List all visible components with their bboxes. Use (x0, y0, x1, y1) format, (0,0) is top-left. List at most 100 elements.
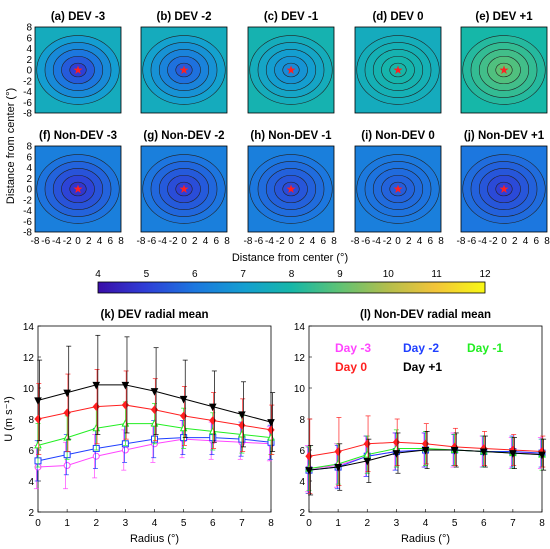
x-tick-label: -6 (147, 236, 156, 247)
x-tick-label: 2 (192, 236, 198, 247)
panel-frame (247, 26, 335, 114)
panel-title: (i) Non-DEV 0 (361, 130, 434, 142)
colorbar-tick-label: 9 (337, 269, 343, 280)
x-tick-label: -4 (265, 236, 274, 247)
data-point (392, 450, 401, 458)
x-tick-label: -8 (244, 236, 253, 247)
panel-title: (f) Non-DEV -3 (39, 130, 117, 142)
panel-frame (34, 26, 122, 114)
contour-level (282, 181, 300, 197)
panel-frame (460, 26, 548, 114)
contour-panel-10: (j) Non-DEV +1 ★ -8 -6 -4 -2 0 2 4 6 8 (457, 130, 550, 247)
center-star-icon: ★ (286, 182, 297, 196)
data-point (509, 450, 517, 458)
data-point (334, 464, 342, 472)
panel-title: (c) DEV -1 (264, 11, 319, 23)
x-tick-label: 2 (364, 518, 370, 529)
colorbar-tick-label: 7 (240, 269, 246, 280)
contour-field (141, 146, 227, 232)
contour-field (248, 146, 334, 232)
y-tick-label: 12 (23, 353, 35, 364)
y-tick-label: 10 (23, 384, 35, 395)
panel-title: (h) Non-DEV -1 (250, 130, 332, 142)
x-tick-label: 0 (35, 518, 41, 529)
y-tick-label: 14 (23, 322, 35, 333)
data-point (92, 452, 100, 460)
contour-field (461, 27, 547, 113)
contour-panel-8: (h) Non-DEV -1 ★ -8 -6 -4 -2 0 2 4 6 8 (244, 130, 338, 247)
y-tick-label: 14 (294, 322, 306, 333)
center-star-icon: ★ (393, 182, 404, 196)
x-tick-label: -4 (372, 236, 381, 247)
contour-level (389, 181, 407, 197)
legend: Day -3 Day -2 Day -1 Day 0 Day +1 (335, 341, 503, 374)
contour-level (282, 62, 300, 78)
x-axis-label: Radius (°) (130, 533, 179, 545)
x-tick-label: 8 (118, 236, 124, 247)
panel-frame (354, 26, 442, 114)
data-point (267, 419, 275, 427)
x-tick-label: 6 (210, 518, 216, 529)
x-tick-label: 6 (107, 236, 113, 247)
x-tick-label: 7 (239, 518, 245, 529)
data-point (92, 381, 101, 390)
x-tick-label: 6 (481, 518, 487, 529)
panel-frame (140, 26, 228, 114)
x-tick-label: 0 (75, 236, 81, 247)
x-tick-label: -8 (31, 236, 40, 247)
panel-title: (j) Non-DEV +1 (464, 130, 545, 142)
panel-title: (e) DEV +1 (475, 11, 533, 23)
y-tick-label: 4 (26, 163, 32, 174)
contour-panel-9: (i) Non-DEV 0 ★ -8 -6 -4 -2 0 2 4 6 8 (351, 130, 445, 247)
y-tick-label: 6 (28, 446, 34, 457)
contour-panel-4: (d) DEV 0 ★ (354, 11, 442, 114)
y-tick-label: 4 (299, 477, 305, 488)
y-tick-label: 2 (28, 508, 34, 519)
chart-title: (l) Non-DEV radial mean (360, 309, 491, 321)
y-tick-label: 2 (26, 174, 32, 185)
x-tick-label: 0 (306, 518, 312, 529)
y-tick-label: 0 (26, 185, 32, 196)
data-point (238, 411, 246, 419)
y-tick-label: 4 (28, 477, 34, 488)
data-point (450, 447, 459, 455)
x-tick-label: -8 (457, 236, 466, 247)
contour-level (175, 181, 193, 197)
x-tick-label: -4 (478, 236, 487, 247)
contour-panel-7: (g) Non-DEV -2 ★ -8 -6 -4 -2 0 2 4 6 8 (137, 130, 231, 247)
data-point (208, 403, 217, 412)
series-day-plus1 (34, 334, 276, 452)
x-tick-label: 8 (544, 236, 550, 247)
colorbar-tick-label: 11 (431, 269, 442, 280)
x-tick-label: 2 (299, 236, 305, 247)
x-tick-label: -2 (276, 236, 285, 247)
x-tick-label: -6 (467, 236, 476, 247)
data-point (479, 448, 488, 457)
x-tick-label: -8 (351, 236, 360, 247)
x-tick-label: -6 (41, 236, 50, 247)
x-tick-label: -4 (158, 236, 167, 247)
x-tick-label: 4 (523, 236, 529, 247)
panel-title: (b) DEV -2 (157, 11, 212, 23)
data-point (305, 467, 313, 475)
x-tick-label: 4 (417, 236, 423, 247)
contour-level (69, 62, 87, 78)
y-tick-label: 2 (299, 508, 305, 519)
y-tick-label: 0 (26, 66, 32, 77)
y-tick-label: -8 (23, 228, 32, 239)
contour-field (355, 146, 441, 232)
center-star-icon: ★ (286, 63, 297, 77)
colorbar-tick-label: 10 (383, 269, 395, 280)
x-tick-label: -4 (52, 236, 61, 247)
y-tick-label: -2 (23, 195, 32, 206)
x-tick-label: 8 (268, 518, 274, 529)
y-tick-label: -8 (23, 109, 32, 120)
panel-frame (140, 145, 228, 233)
contour-field (35, 27, 121, 113)
series-day-plus1 (305, 431, 547, 496)
data-point (34, 440, 42, 449)
x-tick-label: 3 (394, 518, 400, 529)
